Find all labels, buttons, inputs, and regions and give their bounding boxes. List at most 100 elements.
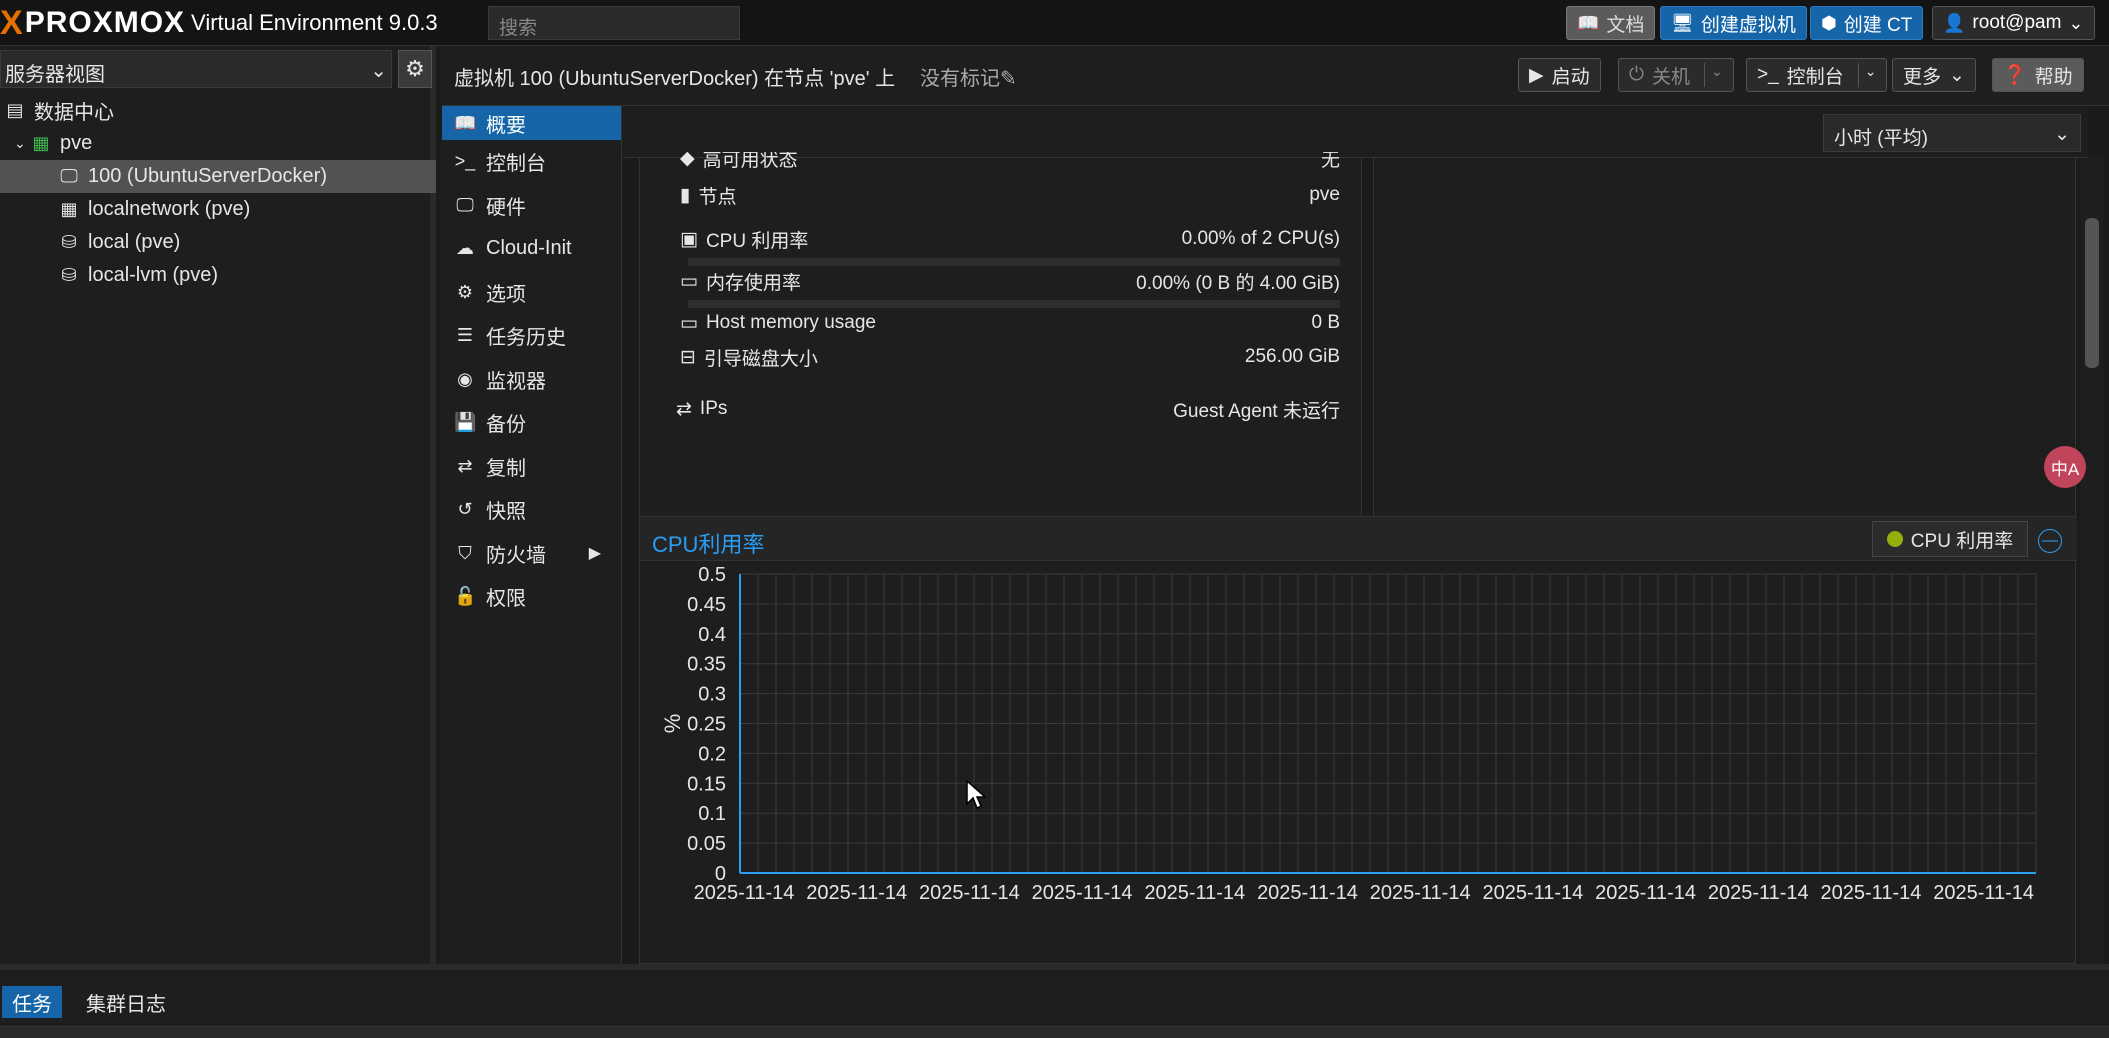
chevron-down-icon: ⌄ <box>1704 63 1723 87</box>
top-bar: X PROXMOX Virtual Environment 9.0.3 搜索 📖 文档… <box>0 0 2109 46</box>
tree-item-label: 100 (UbuntuServerDocker) <box>88 165 327 187</box>
nav-item-snapshots[interactable]: ↺ 快照 <box>442 488 621 532</box>
console-label: 控制台 <box>1786 66 1844 88</box>
server-icon: ▮ <box>680 184 691 206</box>
memory-usage-bar <box>688 300 1340 308</box>
proxmox-x-icon: X <box>0 3 24 42</box>
shield-icon: ⛉ <box>458 542 472 563</box>
shutdown-button[interactable]: ⏻ 关机 ⌄ <box>1618 58 1734 92</box>
vm-nav-menu: 📖 概要 >_ 控制台 🖵 硬件 ☁ Cloud-Init ⚙ 选项 ☰ 任务历史 ◉ 监视器… <box>442 106 622 964</box>
more-button[interactable]: 更多 ⌄ <box>1892 58 1976 92</box>
y-tick-label: 0.25 <box>687 714 726 736</box>
y-tick-label: 0.1 <box>698 803 726 825</box>
nav-item-console[interactable]: >_ 控制台 <box>442 140 621 184</box>
translate-icon[interactable]: 中A <box>2044 446 2086 488</box>
task-log-panel: 任务 集群日志 <box>0 964 2109 1038</box>
summary-content: 小时 (平均) ⌄ ◆ 高可用状态 无 ▮ 节点 pve ▣ CPU 利用率 0.00% of… <box>623 106 2109 964</box>
nav-item-backup[interactable]: 💾 备份 <box>442 401 621 445</box>
status-value: Guest Agent 未运行 <box>1173 400 1340 422</box>
tab-tasks[interactable]: 任务 <box>2 986 62 1018</box>
tree-item-localnetwork[interactable]: ▦ localnetwork (pve) <box>0 193 436 226</box>
nav-item-hardware[interactable]: 🖵 硬件 <box>442 184 621 228</box>
retweet-icon: ⇄ <box>457 455 473 476</box>
cube-icon: ⬢ <box>1821 12 1837 33</box>
nav-label: 防火墙 <box>486 544 546 567</box>
nav-label: 选项 <box>486 283 526 306</box>
nav-label: 概要 <box>486 114 526 137</box>
tags-editor[interactable]: 没有标记✎ <box>920 62 1017 91</box>
status-row-ips: ⇄ IPs Guest Agent 未运行 <box>676 392 1340 426</box>
tab-cluster-log[interactable]: 集群日志 <box>86 993 166 1016</box>
collapse-icon[interactable]: — <box>2038 529 2062 553</box>
book-icon: 📖 <box>454 112 477 133</box>
summary-toolbar: 小时 (平均) ⌄ <box>623 106 2088 158</box>
console-button[interactable]: >_ 控制台 ⌄ <box>1746 58 1888 92</box>
create-ct-label: 创建 CT <box>1843 14 1913 36</box>
chart-legend-item[interactable]: CPU 利用率 <box>1872 521 2028 557</box>
content-scrollbar[interactable] <box>2081 158 2103 964</box>
x-tick-label: 2025-11-14 <box>806 882 907 904</box>
floppy-icon: 💾 <box>454 412 477 433</box>
mouse-cursor-icon <box>966 780 986 810</box>
chevron-down-icon: ⌄ <box>14 135 26 151</box>
tree-item-local[interactable]: ⛁ local (pve) <box>0 226 436 259</box>
create-ct-button[interactable]: ⬢ 创建 CT <box>1810 6 1924 40</box>
brand-text: PROXMOX <box>24 6 186 39</box>
node-icon: ▦ <box>32 133 50 153</box>
x-tick-label: 2025-11-14 <box>1821 882 1922 904</box>
tree-item-label: pve <box>60 132 93 154</box>
status-row-host-memory: ▭ Host memory usage 0 B <box>680 306 1340 340</box>
x-tick-label: 2025-11-14 <box>1144 882 1245 904</box>
nav-label: 复制 <box>486 457 526 480</box>
status-row-cpu: ▣ CPU 利用率 0.00% of 2 CPU(s) <box>680 222 1340 256</box>
status-label: IPs <box>699 398 728 419</box>
nav-item-firewall[interactable]: ⛉ 防火墙 ▶ <box>442 532 621 576</box>
docs-button[interactable]: 📖 文档 <box>1566 6 1656 40</box>
storage-icon: ⛁ <box>61 232 77 252</box>
start-label: 启动 <box>1551 66 1590 88</box>
tree-item-local-lvm[interactable]: ⛁ local-lvm (pve) <box>0 259 436 292</box>
y-tick-label: 0.4 <box>698 624 726 646</box>
shutdown-label: 关机 <box>1652 66 1691 88</box>
nav-item-task-history[interactable]: ☰ 任务历史 <box>442 314 621 358</box>
view-selector[interactable]: 服务器视图 ⌄ <box>0 50 392 88</box>
search-input[interactable]: 搜索 <box>488 6 740 40</box>
nav-label: 任务历史 <box>486 327 566 350</box>
vm-icon: 🖵 <box>60 166 78 186</box>
x-tick-label: 2025-11-14 <box>1595 882 1696 904</box>
nav-item-options[interactable]: ⚙ 选项 <box>442 271 621 315</box>
help-button[interactable]: ❓ 帮助 <box>1992 58 2084 92</box>
tree-item-vm-100[interactable]: 🖵 100 (UbuntuServerDocker) <box>0 160 436 193</box>
nav-item-cloud-init[interactable]: ☁ Cloud-Init <box>442 227 621 271</box>
timeframe-select[interactable]: 小时 (平均) ⌄ <box>1823 114 2081 152</box>
create-vm-button[interactable]: 🖥 创建虚拟机 <box>1660 6 1807 40</box>
tree-item-label: local (pve) <box>88 231 181 253</box>
cpu-icon: ▣ <box>680 228 698 250</box>
tree-item-label: 数据中心 <box>34 102 114 124</box>
start-button[interactable]: ▶ 启动 <box>1518 58 1601 92</box>
status-row-memory: ▭ 内存使用率 0.00% (0 B 的 4.00 GiB) <box>680 264 1340 298</box>
monitor-icon: 🖵 <box>456 194 474 215</box>
x-tick-label: 2025-11-14 <box>1370 882 1471 904</box>
x-tick-label: 2025-11-14 <box>1708 882 1809 904</box>
task-table-header <box>0 1026 2109 1038</box>
view-selector-label: 服务器视图 <box>5 64 105 86</box>
chevron-down-icon: ⌄ <box>370 60 387 82</box>
nav-item-monitor[interactable]: ◉ 监视器 <box>442 358 621 402</box>
tree-item-datacenter[interactable]: ▤ 数据中心 <box>0 94 436 127</box>
cpu-usage-bar <box>688 258 1340 266</box>
nav-item-summary[interactable]: 📖 概要 <box>442 106 621 140</box>
y-tick-label: 0.2 <box>698 743 726 765</box>
scrollbar-thumb[interactable] <box>2085 218 2099 368</box>
tree-item-pve[interactable]: ⌄ ▦ pve <box>0 127 436 160</box>
cpu-chart: 0.5 0.45 0.4 0.35 0.3 0.25 0.2 0.15 0.1 0.05 0% 202… <box>660 564 2037 904</box>
nav-item-replication[interactable]: ⇄ 复制 <box>442 445 621 489</box>
gear-button[interactable]: ⚙ <box>398 50 432 88</box>
nav-item-permissions[interactable]: 🔓 权限 <box>442 575 621 619</box>
chevron-down-icon: ⌄ <box>2054 124 2070 145</box>
content-header: 虚拟机 100 (UbuntuServerDocker) 在节点 'pve' 上… <box>442 46 2109 106</box>
datacenter-icon: ▤ <box>6 100 24 120</box>
resource-tree-panel: 服务器视图 ⌄ ⚙ ▤ 数据中心 ⌄ ▦ pve 🖵 100 (UbuntuServerD… <box>0 46 436 964</box>
status-label: 节点 <box>698 186 737 208</box>
user-menu-button[interactable]: 👤 root@pam ⌄ <box>1932 6 2095 40</box>
